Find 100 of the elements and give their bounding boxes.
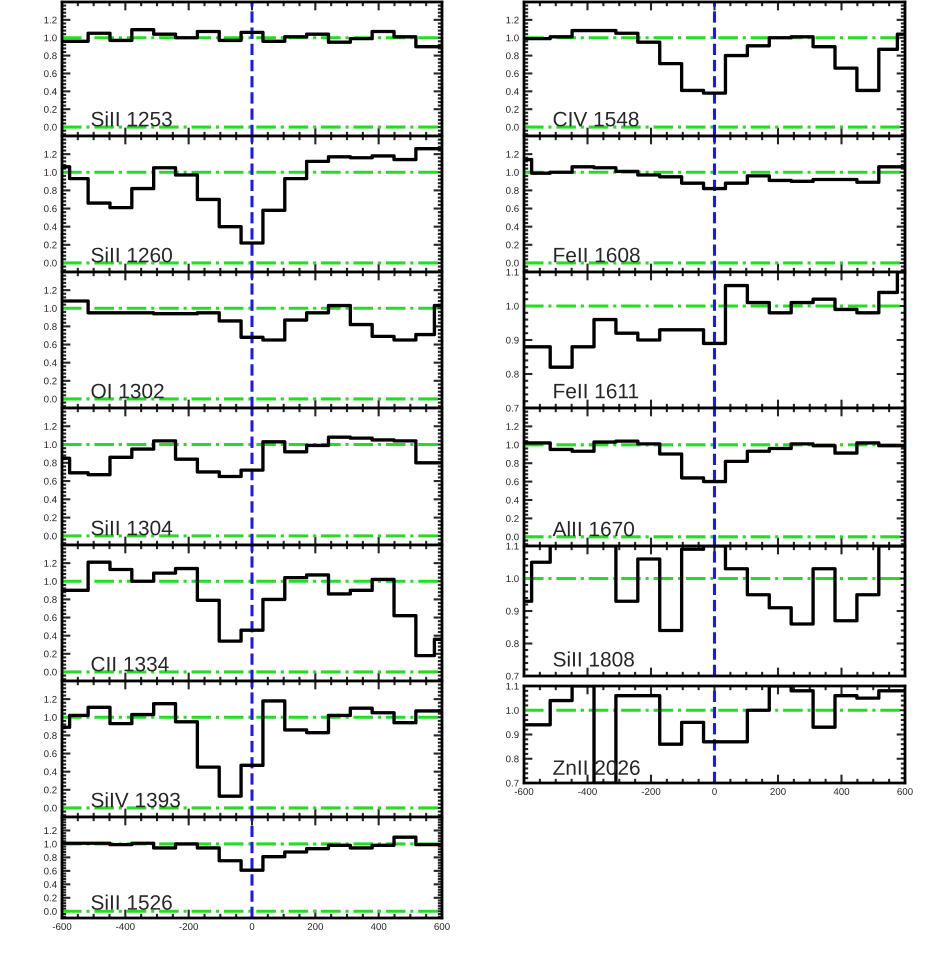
y-tick-label: 0.4 — [44, 768, 57, 776]
y-tick-label: 1.2 — [44, 827, 57, 834]
y-tick-label: 0.6 — [506, 205, 519, 212]
y-tick-label: 1.0 — [44, 840, 57, 848]
y-tick-label: 0.2 — [44, 650, 57, 658]
y-tick-label: 0.2 — [44, 242, 57, 248]
y-tick-label: 1.2 — [44, 286, 57, 294]
y-tick-label: 0.8 — [44, 460, 57, 466]
y-tick-label: 0.7 — [506, 780, 519, 787]
y-tick-label: 1.0 — [44, 578, 57, 585]
y-tick-label: 0.0 — [44, 668, 57, 676]
y-tick-label: 0.8 — [44, 596, 57, 604]
y-tick-label: 0.8 — [506, 370, 519, 378]
y-tick-label: 0.6 — [506, 478, 519, 486]
annotation: FeII 1611 — [554, 384, 638, 398]
y-tick-label: 0.9 — [506, 336, 519, 344]
x-tick-label: 400 — [834, 788, 850, 795]
y-tick-label: 0.9 — [506, 731, 519, 738]
y-tick-label: 1.1 — [506, 542, 519, 550]
x-tick-label: -600 — [52, 923, 72, 930]
y-tick-label: 0.4 — [44, 632, 57, 640]
y-tick-label: 0.6 — [44, 70, 57, 78]
y-tick-label: 0.8 — [506, 755, 519, 762]
y-tick-label: 1.2 — [44, 16, 57, 24]
y-tick-label: 0.8 — [506, 52, 519, 60]
x-tick-label: 600 — [434, 923, 450, 930]
annotation: SiII 1304 — [91, 520, 172, 536]
y-tick-label: 1.0 — [506, 575, 519, 582]
y-tick-label: 0.4 — [44, 881, 57, 888]
y-tick-label: 0.9 — [506, 608, 519, 615]
y-tick-label: 0.2 — [44, 786, 57, 794]
annotation: OI 1302 — [91, 384, 164, 398]
y-tick-label: 1.0 — [44, 305, 57, 312]
x-tick-label: -400 — [578, 788, 597, 795]
x-tick-label: 600 — [897, 788, 913, 795]
annotation: FeII 1608 — [554, 248, 640, 262]
y-tick-label: 1.1 — [506, 682, 519, 690]
x-tick-label: 0 — [250, 923, 254, 930]
y-tick-label: 0.2 — [506, 106, 519, 113]
annotation: AlII 1670 — [552, 521, 634, 536]
x-tick-label: 0 — [712, 788, 717, 795]
y-tick-label: 0.0 — [506, 534, 519, 540]
y-tick-label: 1.0 — [44, 441, 57, 448]
y-tick-label: 1.2 — [44, 150, 57, 158]
y-tick-label: 1.2 — [506, 16, 519, 24]
y-tick-label: 0.0 — [44, 804, 57, 812]
y-tick-label: 0.4 — [506, 223, 519, 230]
y-tick-label: 0.8 — [44, 854, 57, 862]
y-tick-label: 1.0 — [44, 34, 57, 42]
y-tick-label: 0.7 — [506, 672, 519, 680]
y-tick-label: 1.0 — [506, 302, 519, 310]
y-tick-label: 0.8 — [506, 460, 519, 467]
y-tick-label: 0.2 — [44, 106, 57, 113]
y-tick-label: 1.0 — [506, 169, 519, 176]
y-tick-label: 1.0 — [44, 169, 57, 176]
y-tick-label: 0.0 — [44, 260, 57, 267]
y-tick-label: 0.0 — [44, 396, 57, 403]
y-tick-label: 0.0 — [506, 260, 519, 267]
y-tick-label: 0.6 — [506, 70, 519, 78]
y-tick-label: 0.7 — [506, 404, 519, 412]
y-tick-label: 0.2 — [44, 514, 57, 522]
y-tick-label: 1.0 — [44, 714, 57, 721]
y-tick-label: 0.4 — [44, 359, 57, 366]
y-tick-label: 0.4 — [44, 223, 57, 230]
y-tick-label: 0.8 — [44, 187, 57, 194]
y-tick-label: 1.0 — [506, 706, 519, 714]
annotation: SiII 1808 — [554, 651, 634, 667]
y-tick-label: 1.2 — [44, 423, 57, 430]
y-tick-label: 0.6 — [44, 478, 57, 485]
y-tick-label: 0.4 — [44, 88, 57, 95]
y-tick-label: 0.2 — [44, 894, 57, 902]
y-tick-label: 1.1 — [506, 268, 519, 276]
annotation: CII 1334 — [92, 656, 169, 672]
annotation: SiIV 1393 — [91, 792, 180, 808]
y-tick-label: 0.4 — [506, 88, 519, 95]
y-tick-label: 0.6 — [44, 341, 57, 348]
x-tick-label: -400 — [116, 923, 135, 930]
y-tick-label: 0.0 — [44, 532, 57, 540]
y-tick-label: 0.4 — [506, 496, 519, 504]
annotation: SiII 1260 — [91, 247, 172, 262]
y-tick-label: 0.2 — [506, 515, 519, 522]
x-tick-label: -200 — [179, 923, 198, 930]
x-tick-label: 200 — [770, 788, 786, 795]
y-tick-label: 1.2 — [44, 560, 57, 567]
y-tick-label: 0.8 — [44, 732, 57, 740]
y-tick-label: 1.0 — [506, 442, 519, 448]
y-tick-label: 0.6 — [44, 205, 57, 212]
y-tick-label: 0.8 — [506, 640, 519, 648]
y-tick-label: 0.2 — [506, 242, 519, 248]
x-tick-label: 400 — [370, 923, 386, 930]
x-tick-label: 200 — [308, 923, 324, 930]
x-tick-label: -600 — [514, 788, 534, 795]
y-tick-label: 1.2 — [44, 696, 57, 703]
x-tick-label: -200 — [642, 788, 660, 795]
y-tick-label: 0.0 — [44, 124, 57, 131]
y-tick-label: 0.2 — [44, 378, 57, 384]
y-tick-label: 0.6 — [44, 868, 57, 874]
y-tick-label: 0.0 — [44, 908, 57, 915]
y-tick-label: 1.2 — [506, 423, 519, 430]
annotation: CIV 1548 — [554, 112, 639, 127]
